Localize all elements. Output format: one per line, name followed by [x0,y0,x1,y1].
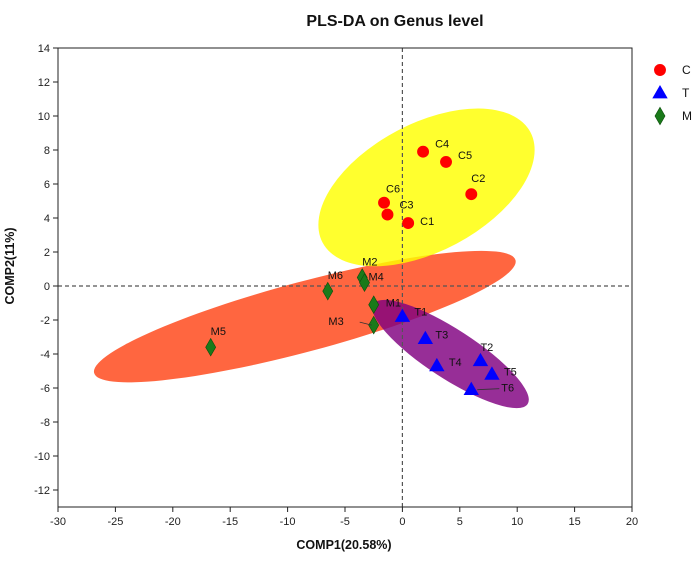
point-label-c3: C3 [399,200,413,212]
y-tick-label: 14 [38,43,50,55]
y-tick-label: 0 [44,281,50,293]
data-points [205,145,500,396]
point-label-c1: C1 [420,216,434,228]
point-label-t2: T2 [480,342,493,354]
y-tick-label: 4 [44,213,50,225]
point-c3 [381,208,394,221]
point-t2 [472,352,489,367]
x-tick-label: -10 [280,516,296,528]
legend-label-m: M [682,109,692,123]
point-m4 [359,273,370,292]
chart-title: PLS-DA on Genus level [306,13,483,30]
leader-line [359,321,372,326]
point-label-m3: M3 [328,316,343,328]
point-m3 [368,315,380,335]
y-tick-label: -12 [34,485,50,497]
y-tick-label: 12 [38,77,50,89]
y-tick-label: 8 [44,145,50,157]
point-t3 [417,330,434,345]
point-m6 [322,281,334,301]
x-axis-label: COMP1(20.58%) [296,538,391,552]
ellipse-C [318,108,535,267]
point-m5 [205,337,217,357]
legend-marker-c [654,64,666,76]
point-label-t4: T4 [449,357,462,369]
x-axis-ticks: -30 -25 -20 -15 -10 -5 0 5 10 15 20 [50,507,638,528]
y-axis-ticks: -12 -10 -8 -6 -4 -2 0 2 4 6 8 10 12 14 [34,43,58,497]
point-c4 [417,145,430,158]
point-c6 [378,196,390,209]
y-axis-label: COMP2(11%) [3,227,17,304]
point-t4 [429,357,445,372]
ellipse-T [372,299,529,409]
point-label-t3: T3 [435,330,448,342]
point-label-t6: T6 [501,383,514,395]
legend-marker-m [654,106,666,126]
x-tick-label: -30 [50,516,66,528]
point-label-c2: C2 [471,173,485,185]
point-label-t5: T5 [504,366,517,378]
y-tick-label: -6 [40,383,50,395]
point-label-m2: M2 [362,257,377,269]
point-t5 [484,366,500,380]
point-t1 [394,308,411,322]
y-tick-label: -10 [34,451,50,463]
reference-lines [58,48,632,507]
y-tick-label: 10 [38,111,50,123]
point-label-m4: M4 [369,272,384,284]
point-t6 [463,381,479,396]
point-m1 [368,295,380,315]
x-tick-label: 15 [568,516,580,528]
x-tick-label: 0 [399,516,405,528]
x-tick-label: -20 [165,516,181,528]
point-label-m6: M6 [328,270,343,282]
point-label-m5: M5 [211,326,226,338]
legend-label-t: T [682,86,690,100]
x-tick-label: 10 [511,516,523,528]
point-c1 [402,217,415,230]
x-tick-label: -15 [222,516,238,528]
x-tick-label: -25 [107,516,123,528]
point-label-m1: M1 [386,298,401,310]
x-tick-label: 5 [457,516,463,528]
ellipse-M [93,250,516,383]
point-c2 [465,188,478,201]
y-tick-label: -2 [40,315,50,327]
x-tick-label: -5 [340,516,350,528]
legend-marker-t [652,85,668,99]
y-tick-label: -8 [40,417,50,429]
y-tick-label: -4 [40,349,50,361]
legend-label-c: C [682,63,691,77]
leader-line [477,388,500,391]
point-label-t1: T1 [414,307,427,319]
point-labels: C1 C2 C3 C4 C5 C6 T1 T2 T3 T4 T5 T6 M1 M2 M3 M4 M5 M6 [211,139,517,395]
x-tick-label: 20 [626,516,638,528]
legend: CTM [652,63,692,126]
point-c5 [440,155,452,168]
y-tick-label: 6 [44,179,50,191]
point-label-c5: C5 [458,150,472,162]
confidence-ellipses [93,108,535,409]
point-label-c4: C4 [435,139,449,151]
y-tick-label: 2 [44,247,50,259]
point-label-c6: C6 [386,184,400,196]
